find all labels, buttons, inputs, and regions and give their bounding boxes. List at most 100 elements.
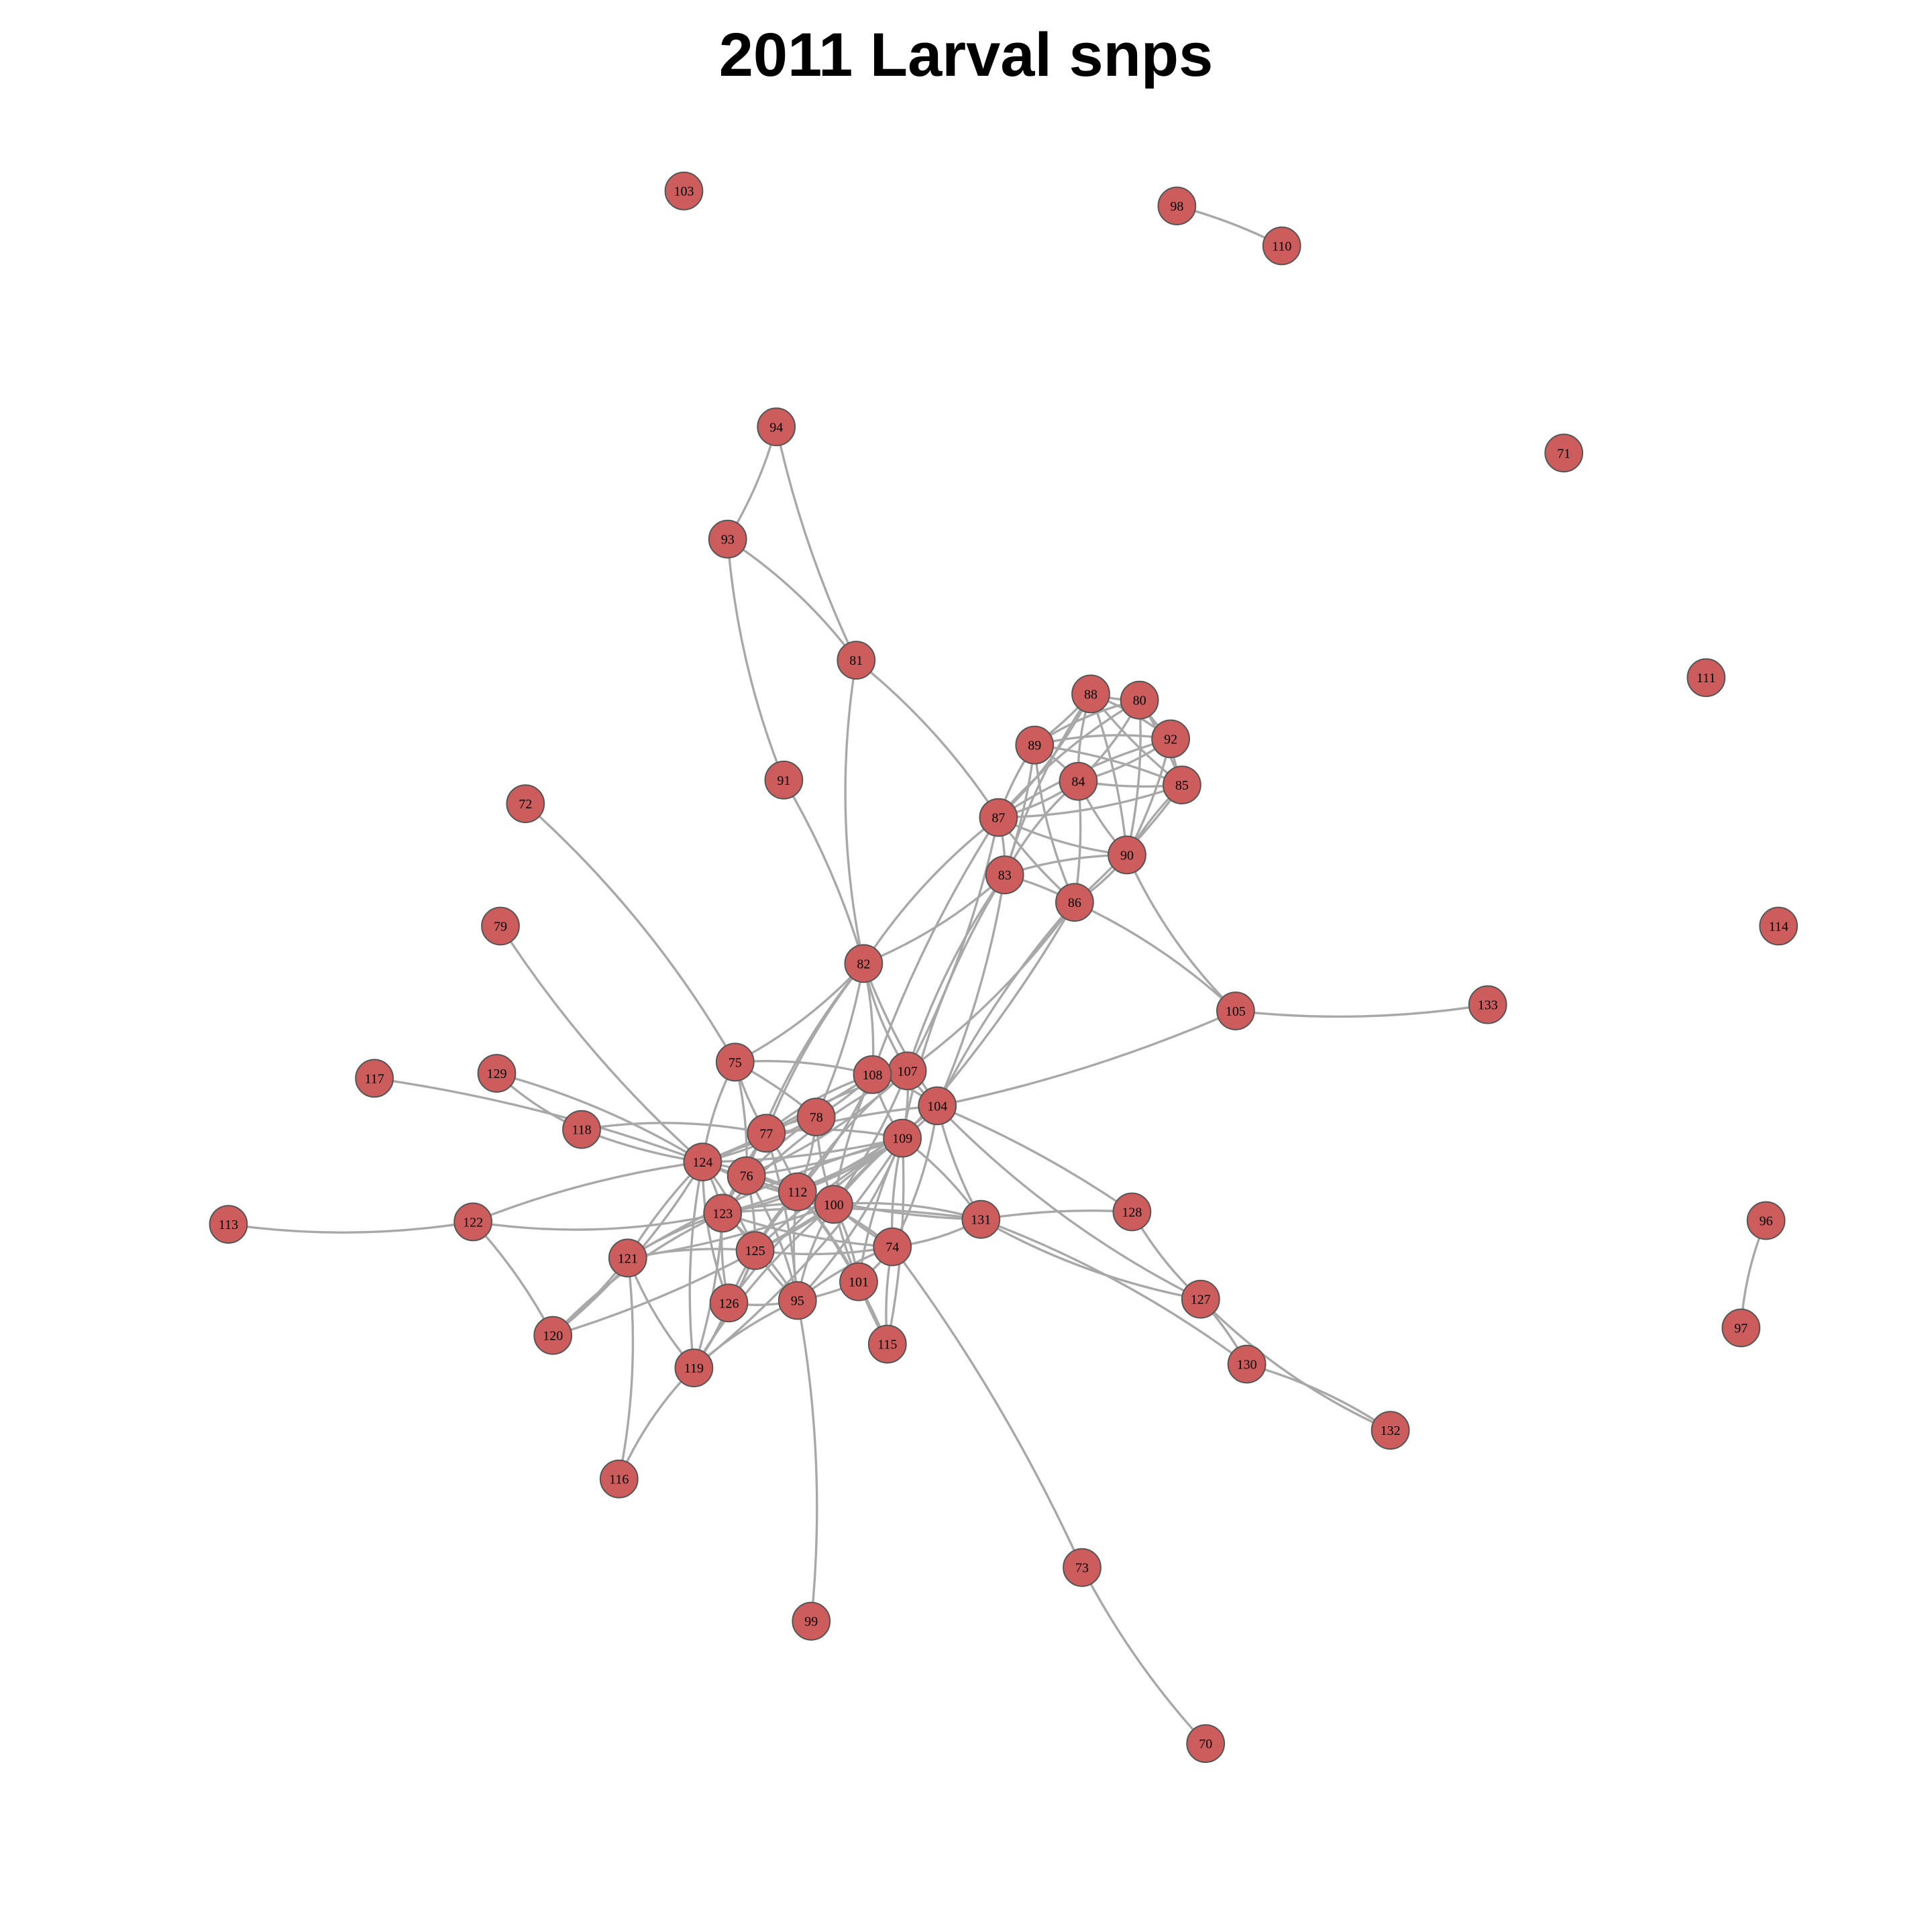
node-76: 76 — [727, 1156, 766, 1195]
node-107: 107 — [888, 1051, 927, 1091]
node-90: 90 — [1108, 835, 1146, 875]
node-126-label: 126 — [719, 1296, 739, 1311]
edge-107-112 — [796, 1069, 908, 1193]
node-100-circle — [814, 1185, 853, 1224]
edge-87-108 — [871, 816, 1000, 1075]
node-117-circle — [355, 1059, 394, 1098]
node-114-circle — [1759, 906, 1799, 946]
edge-83-107 — [906, 874, 1006, 1071]
node-110: 110 — [1262, 226, 1301, 266]
node-125-circle — [735, 1231, 775, 1271]
node-78: 78 — [796, 1097, 836, 1136]
edge-105-133 — [1235, 1004, 1488, 1018]
edge-112-115 — [796, 1191, 889, 1345]
edge-74-73 — [891, 1246, 1083, 1568]
node-100: 100 — [814, 1185, 853, 1224]
node-126: 126 — [709, 1283, 749, 1323]
node-114: 114 — [1759, 906, 1799, 946]
node-124-circle — [683, 1142, 722, 1181]
node-128-label: 128 — [1122, 1205, 1142, 1220]
node-117-label: 117 — [364, 1071, 384, 1086]
node-70-circle — [1186, 1724, 1226, 1764]
node-119-label: 119 — [684, 1361, 704, 1376]
node-111-circle — [1686, 658, 1726, 698]
edge-122-124 — [472, 1161, 703, 1223]
node-85-circle — [1163, 765, 1201, 805]
node-116-label: 116 — [609, 1472, 629, 1487]
node-129-label: 129 — [487, 1067, 507, 1081]
edge-81-87 — [855, 659, 1000, 818]
node-85: 85 — [1163, 765, 1201, 805]
node-131-circle — [961, 1199, 1001, 1239]
node-80: 80 — [1120, 680, 1159, 720]
edge-86-107 — [906, 902, 1076, 1072]
edge-83-109 — [901, 874, 1006, 1139]
node-74-label: 74 — [885, 1240, 899, 1255]
edge-109-126 — [728, 1137, 904, 1304]
node-128-circle — [1112, 1192, 1152, 1232]
node-72-circle — [506, 784, 545, 823]
node-87-circle — [979, 798, 1018, 837]
node-105-circle — [1216, 991, 1255, 1030]
node-105-label: 105 — [1226, 1004, 1246, 1019]
node-133-circle — [1468, 985, 1507, 1024]
node-80-label: 80 — [1133, 694, 1146, 708]
edge-93-91 — [727, 539, 785, 781]
node-118: 118 — [562, 1110, 601, 1149]
node-76-circle — [727, 1156, 766, 1195]
node-70: 70 — [1186, 1724, 1226, 1764]
node-131-label: 131 — [971, 1213, 991, 1228]
node-74: 74 — [873, 1227, 912, 1267]
node-118-label: 118 — [572, 1123, 591, 1138]
node-73-circle — [1063, 1548, 1102, 1587]
node-112: 112 — [777, 1172, 817, 1212]
node-124-label: 124 — [692, 1155, 712, 1170]
graph-title: 2011 Larval snps — [718, 21, 1214, 89]
node-95-label: 95 — [791, 1294, 804, 1309]
node-84: 84 — [1059, 761, 1098, 801]
node-94-circle — [757, 407, 796, 447]
node-91: 91 — [764, 760, 804, 800]
node-133-label: 133 — [1478, 998, 1498, 1013]
edge-89-86 — [1033, 745, 1076, 903]
node-88-circle — [1071, 674, 1110, 714]
node-72-label: 72 — [519, 797, 532, 812]
edge-131-130 — [980, 1218, 1248, 1365]
node-97: 97 — [1721, 1308, 1761, 1348]
node-100-label: 100 — [824, 1197, 844, 1212]
node-92-circle — [1151, 719, 1190, 759]
node-82-label: 82 — [857, 957, 870, 971]
node-96-label: 96 — [1760, 1214, 1773, 1229]
node-86-label: 86 — [1068, 896, 1081, 910]
node-121-label: 121 — [618, 1251, 638, 1266]
node-130-circle — [1227, 1344, 1267, 1384]
node-87: 87 — [979, 798, 1018, 837]
node-113: 113 — [209, 1205, 248, 1244]
node-99-circle — [792, 1601, 831, 1641]
node-130-label: 130 — [1237, 1358, 1257, 1373]
node-109-circle — [883, 1118, 922, 1158]
node-108-label: 108 — [863, 1068, 883, 1083]
edge-72-75 — [525, 802, 737, 1063]
node-88-label: 88 — [1084, 687, 1097, 702]
edge-85-87 — [998, 784, 1183, 819]
node-90-label: 90 — [1120, 848, 1134, 863]
node-80-circle — [1120, 680, 1159, 720]
node-101-label: 101 — [849, 1275, 869, 1290]
edge-131-127 — [980, 1218, 1201, 1301]
node-123-label: 123 — [712, 1206, 733, 1221]
edge-95-99 — [796, 1300, 818, 1621]
edge-130-132 — [1246, 1362, 1391, 1432]
edge-93-81 — [727, 538, 857, 661]
node-88: 88 — [1071, 674, 1110, 714]
node-110-circle — [1262, 226, 1301, 266]
edge-82-78 — [815, 963, 865, 1118]
edge-131-128 — [981, 1210, 1132, 1221]
node-83-circle — [985, 855, 1024, 895]
edge-80-90 — [1126, 700, 1142, 855]
node-122-label: 122 — [463, 1215, 483, 1230]
node-115: 115 — [867, 1324, 907, 1364]
node-87-label: 87 — [991, 811, 1005, 826]
node-112-circle — [777, 1172, 817, 1212]
